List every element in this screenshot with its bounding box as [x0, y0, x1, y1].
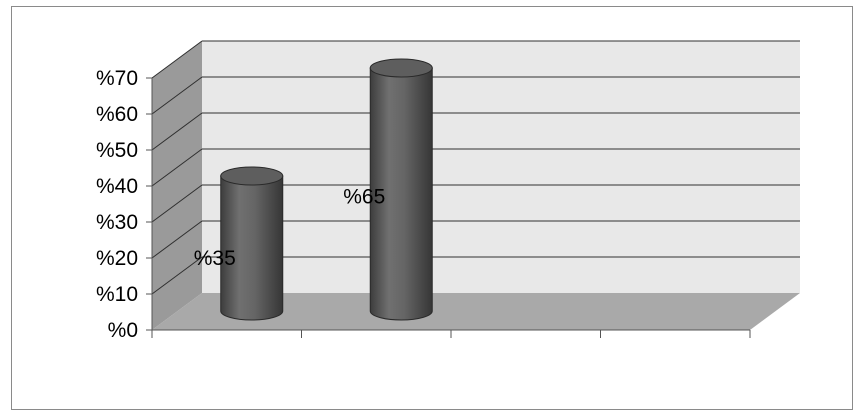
- data-labels: %35 %65: [194, 186, 386, 271]
- gridline-side: [151, 148, 203, 187]
- y-ticks: %0 %10 %20 %30 %40 %50 %60 %70: [96, 67, 152, 342]
- y-tick-label: %10: [96, 283, 138, 306]
- gridline-side: [151, 220, 203, 259]
- cylinder-body: [369, 67, 433, 321]
- side-wall: [152, 41, 202, 330]
- floor: [152, 293, 800, 330]
- y-tick-label: %0: [108, 319, 138, 342]
- bar: [220, 166, 284, 321]
- y-tick-label: %70: [96, 67, 138, 90]
- cylinder-top: [220, 166, 284, 186]
- x-ticks: [151, 330, 751, 338]
- gridline-side: [151, 256, 203, 295]
- back-wall: [202, 41, 800, 293]
- cylinder-body: [220, 175, 284, 321]
- bars: [220, 58, 433, 321]
- gridline-side: [151, 184, 203, 223]
- data-label: %65: [343, 186, 385, 209]
- y-tick-label: %40: [96, 175, 138, 198]
- bar: [369, 58, 433, 321]
- y-tick-label: %60: [96, 103, 138, 126]
- cylinder-top: [369, 58, 433, 78]
- gridline-side: [151, 76, 203, 115]
- gridline-side: [151, 112, 203, 151]
- gridline-side: [151, 40, 203, 79]
- y-tick-label: %20: [96, 247, 138, 270]
- gridlines: [151, 40, 800, 295]
- y-tick-label: %50: [96, 139, 138, 162]
- data-label: %35: [194, 247, 236, 270]
- y-tick-label: %30: [96, 211, 138, 234]
